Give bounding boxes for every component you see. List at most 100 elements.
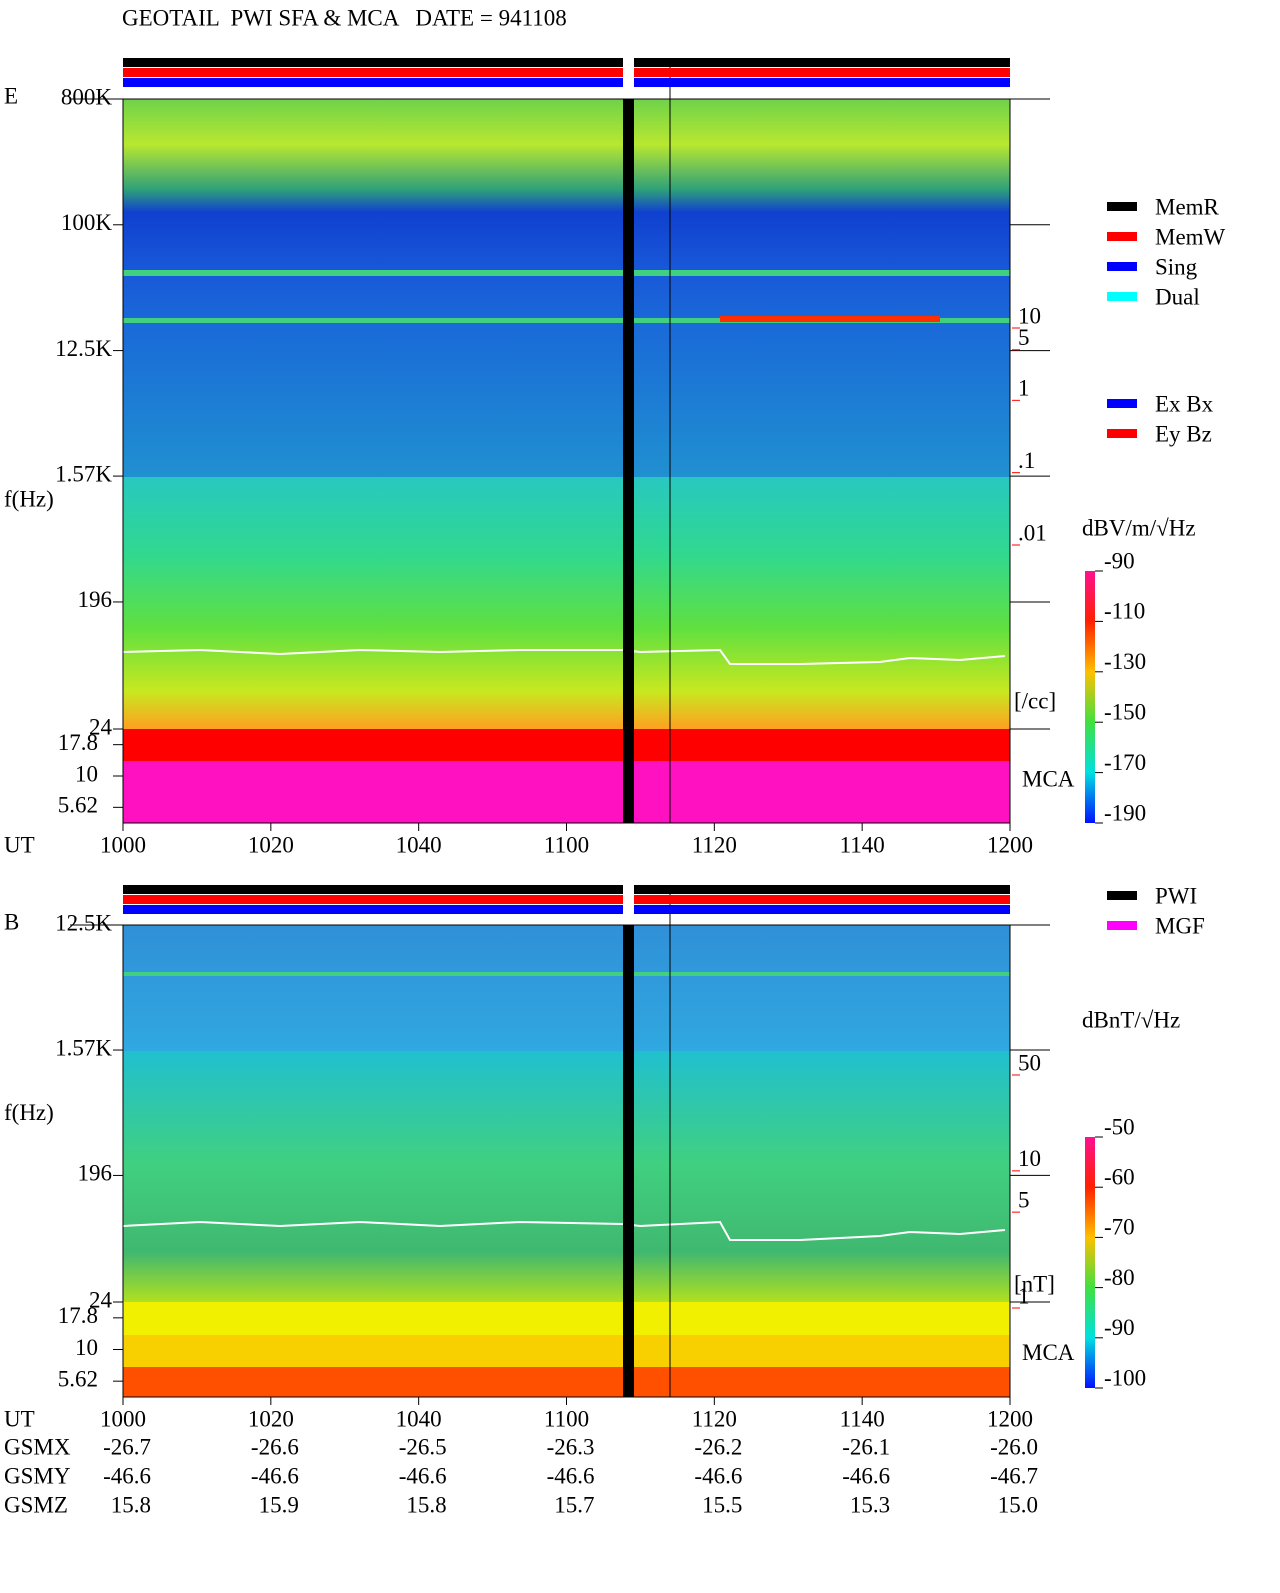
x-axis-label: UT bbox=[4, 1406, 35, 1431]
orbit-value: -46.6 bbox=[842, 1463, 890, 1488]
orbit-row-label: GSMY bbox=[4, 1463, 71, 1488]
mca-tick-label: 17.8 bbox=[58, 730, 98, 755]
density-tick-label: .01 bbox=[1018, 520, 1047, 545]
density-tick-label: 10 bbox=[1018, 1146, 1041, 1171]
legend-label: Ex Bx bbox=[1155, 391, 1214, 416]
density-unit: [/cc] bbox=[1014, 688, 1056, 713]
mca-band bbox=[123, 761, 1010, 823]
orbit-value: 15.3 bbox=[850, 1492, 890, 1517]
density-tick-label: .1 bbox=[1018, 448, 1035, 473]
chart-title: GEOTAIL PWI SFA & MCA DATE = 941108 bbox=[122, 5, 567, 30]
orbit-value: 15.8 bbox=[406, 1492, 446, 1517]
colorbar-tick-label: -130 bbox=[1104, 649, 1146, 674]
orbit-value: -26.6 bbox=[251, 1434, 299, 1459]
mca-tick-label: 17.8 bbox=[58, 1303, 98, 1328]
plasma-line bbox=[122, 648, 1006, 665]
panel-label: B bbox=[4, 909, 19, 934]
orbit-value: -46.6 bbox=[547, 1463, 595, 1488]
orbit-value: -26.0 bbox=[990, 1434, 1038, 1459]
colorbar-tick-label: -100 bbox=[1104, 1365, 1146, 1390]
status-bar bbox=[123, 885, 1010, 894]
legend-swatch bbox=[1107, 399, 1137, 408]
legend-label: MemR bbox=[1155, 194, 1220, 219]
colorbar-label: dBnT/√Hz bbox=[1082, 1007, 1180, 1032]
colorbar-tick-label: -90 bbox=[1104, 1315, 1135, 1340]
x-tick-label: 1140 bbox=[840, 832, 885, 857]
legend-label: MemW bbox=[1155, 224, 1226, 249]
y-axis-label: f(Hz) bbox=[4, 487, 54, 512]
legend-swatch bbox=[1107, 891, 1137, 900]
legend-swatch bbox=[1107, 262, 1137, 271]
orbit-value: 15.7 bbox=[554, 1492, 594, 1517]
orbit-value: -46.6 bbox=[694, 1463, 742, 1488]
colorbar bbox=[1085, 1137, 1095, 1388]
orbit-value: 15.0 bbox=[998, 1492, 1038, 1517]
sfa-low-band bbox=[123, 1051, 1010, 1302]
spectrogram-e-image bbox=[122, 58, 1010, 823]
density-unit: [nT] bbox=[1014, 1271, 1055, 1296]
x-tick-label: 1140 bbox=[840, 1406, 885, 1431]
status-gap bbox=[623, 58, 634, 88]
emission-line bbox=[123, 972, 1010, 976]
orbit-value: -26.3 bbox=[547, 1434, 595, 1459]
colorbar-tick-label: -50 bbox=[1104, 1114, 1135, 1139]
mca-band bbox=[123, 729, 1010, 761]
sfa-high-band bbox=[123, 925, 1010, 1051]
emission-line bbox=[720, 316, 940, 322]
status-bar bbox=[123, 58, 1010, 67]
x-tick-label: 1040 bbox=[396, 832, 442, 857]
spectrogram-b-image bbox=[122, 885, 1010, 1397]
x-tick-label: 1200 bbox=[987, 832, 1033, 857]
x-tick-label: 1100 bbox=[544, 832, 589, 857]
colorbar-tick-label: -190 bbox=[1104, 800, 1146, 825]
y-tick-label: 12.5K bbox=[55, 336, 112, 361]
orbit-value: -26.2 bbox=[694, 1434, 742, 1459]
y-axis-label: f(Hz) bbox=[4, 1100, 54, 1125]
orbit-value: 15.8 bbox=[111, 1492, 151, 1517]
legend-label: PWI bbox=[1155, 883, 1197, 908]
legend-swatch bbox=[1107, 429, 1137, 438]
density-tick-label: 10 bbox=[1018, 303, 1041, 328]
density-tick-label: 5 bbox=[1018, 1187, 1030, 1212]
colorbar-tick-label: -80 bbox=[1104, 1265, 1135, 1290]
colorbar-tick-label: -150 bbox=[1104, 699, 1146, 724]
y-tick-label: 1.57K bbox=[55, 461, 112, 486]
legend-label: Dual bbox=[1155, 284, 1200, 309]
x-tick-label: 1120 bbox=[692, 1406, 737, 1431]
x-tick-label: 1000 bbox=[100, 832, 146, 857]
colorbar-tick-label: -110 bbox=[1104, 599, 1145, 624]
status-bar bbox=[123, 68, 1010, 77]
density-tick-label: 1 bbox=[1018, 376, 1030, 401]
mca-tick-label: 10 bbox=[75, 1335, 98, 1360]
y-tick-label: 100K bbox=[61, 210, 113, 235]
status-gap bbox=[623, 885, 634, 915]
orbit-value: -26.5 bbox=[399, 1434, 447, 1459]
colorbar bbox=[1085, 571, 1095, 823]
mca-label: MCA bbox=[1022, 766, 1075, 791]
panel-label: E bbox=[4, 83, 18, 108]
orbit-value: -46.7 bbox=[990, 1463, 1038, 1488]
y-tick-label: 1.57K bbox=[55, 1035, 112, 1060]
density-tick-label: 50 bbox=[1018, 1050, 1041, 1075]
data-gap bbox=[623, 99, 634, 823]
legend-label: Sing bbox=[1155, 254, 1198, 279]
x-tick-label: 1000 bbox=[100, 1406, 146, 1431]
x-tick-label: 1200 bbox=[987, 1406, 1033, 1431]
colorbar-label: dBV/m/√Hz bbox=[1082, 515, 1196, 540]
mca-band bbox=[123, 1302, 1010, 1335]
colorbar-tick-label: -170 bbox=[1104, 750, 1146, 775]
orbit-value: -26.1 bbox=[842, 1434, 890, 1459]
y-tick-label: 12.5K bbox=[55, 910, 112, 935]
mca-tick-label: 10 bbox=[75, 761, 98, 786]
status-bar bbox=[123, 78, 1010, 87]
y-tick-label: 800K bbox=[61, 84, 113, 109]
orbit-row-label: GSMX bbox=[4, 1434, 71, 1459]
status-bar bbox=[123, 905, 1010, 914]
y-tick-label: 196 bbox=[78, 587, 113, 612]
emission-line bbox=[123, 270, 1010, 276]
x-tick-label: 1040 bbox=[396, 1406, 442, 1431]
orbit-value: -46.6 bbox=[103, 1463, 151, 1488]
orbit-value: 15.5 bbox=[702, 1492, 742, 1517]
legend-swatch bbox=[1107, 202, 1137, 211]
